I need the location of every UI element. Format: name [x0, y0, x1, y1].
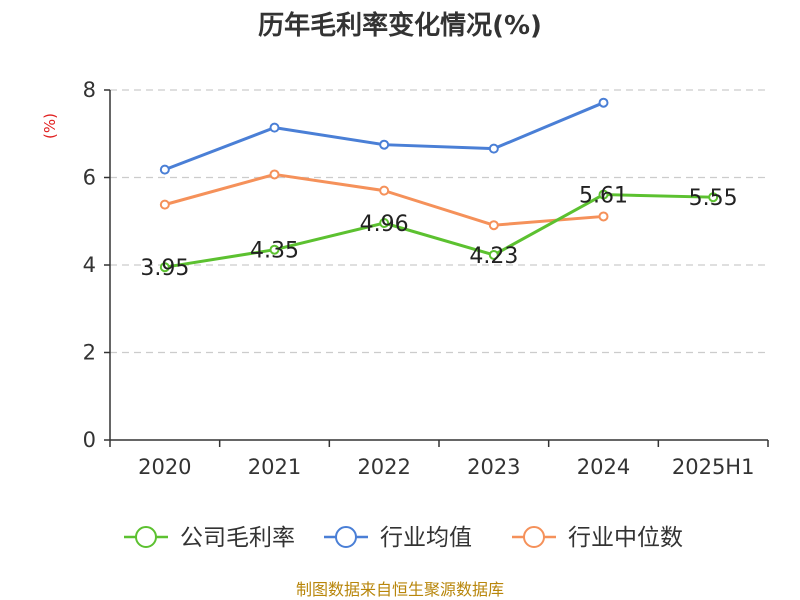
y-tick-label: 6 — [83, 166, 96, 190]
data-point[interactable] — [379, 139, 390, 150]
series-layer — [159, 97, 719, 273]
gridlines — [110, 89, 768, 354]
x-tick-label-2021: 2021 — [248, 455, 301, 479]
legend-label: 行业中位数 — [568, 525, 683, 551]
y-tick-label: 0 — [83, 428, 96, 452]
legend-marker-icon — [135, 526, 157, 548]
series-1 — [159, 97, 609, 175]
data-label: 4.96 — [360, 212, 409, 237]
data-point[interactable] — [269, 169, 280, 180]
data-label: 5.61 — [579, 184, 628, 209]
data-label: 4.23 — [469, 244, 518, 269]
x-tick-label-2023: 2023 — [467, 455, 520, 479]
chart-title: 历年毛利率变化情况(%) — [258, 10, 542, 41]
y-tick-label: 4 — [83, 253, 96, 277]
data-point[interactable] — [379, 185, 390, 196]
data-point[interactable] — [488, 249, 499, 260]
data-point[interactable] — [488, 143, 499, 154]
data-label: 5.55 — [689, 186, 738, 211]
data-point[interactable] — [269, 122, 280, 133]
data-point[interactable] — [598, 97, 609, 108]
legend-label: 公司毛利率 — [180, 525, 295, 551]
data-point[interactable] — [379, 218, 390, 228]
x-tick-label-2020: 2020 — [138, 455, 191, 479]
data-point[interactable] — [488, 220, 499, 231]
series-0 — [159, 189, 719, 273]
y-tick-label: 2 — [83, 341, 96, 365]
legend-marker-icon — [523, 526, 545, 548]
legend-label: 行业均值 — [380, 525, 472, 551]
data-labels: 3.95 4.35 4.96 4.23 5.61 5.55 — [140, 184, 737, 282]
y-tick-label: 8 — [83, 78, 96, 102]
x-tick-label-2025H1: 2025H1 — [672, 455, 755, 479]
data-label: 4.35 — [250, 239, 299, 264]
data-point[interactable] — [269, 244, 280, 255]
data-point[interactable] — [159, 164, 170, 175]
data-point[interactable] — [159, 199, 170, 210]
data-point[interactable] — [598, 211, 609, 222]
legend-item-0[interactable]: 公司毛利率 — [124, 525, 295, 551]
x-tick-label-2022: 2022 — [357, 455, 410, 479]
legend-item-2[interactable]: 行业中位数 — [512, 525, 683, 551]
legend-marker-icon — [335, 526, 357, 548]
data-label: 3.95 — [140, 256, 189, 281]
data-point[interactable] — [708, 192, 719, 203]
legend[interactable]: 公司毛利率 行业均值 行业中位数 — [124, 525, 683, 551]
source-note: 制图数据来自恒生聚源数据库 — [296, 580, 504, 599]
data-point[interactable] — [159, 262, 170, 273]
x-tick-label-2024: 2024 — [577, 455, 630, 479]
legend-item-1[interactable]: 行业均值 — [324, 525, 472, 551]
series-2 — [159, 169, 609, 231]
axes: 0 2 4 6 8 2020 2021 2022 2023 2024 2025H1 — [83, 78, 769, 479]
y-axis-label: (%) — [41, 113, 59, 139]
series-line-1 — [163, 101, 605, 172]
data-point[interactable] — [598, 189, 609, 200]
series-line-0 — [163, 193, 715, 269]
